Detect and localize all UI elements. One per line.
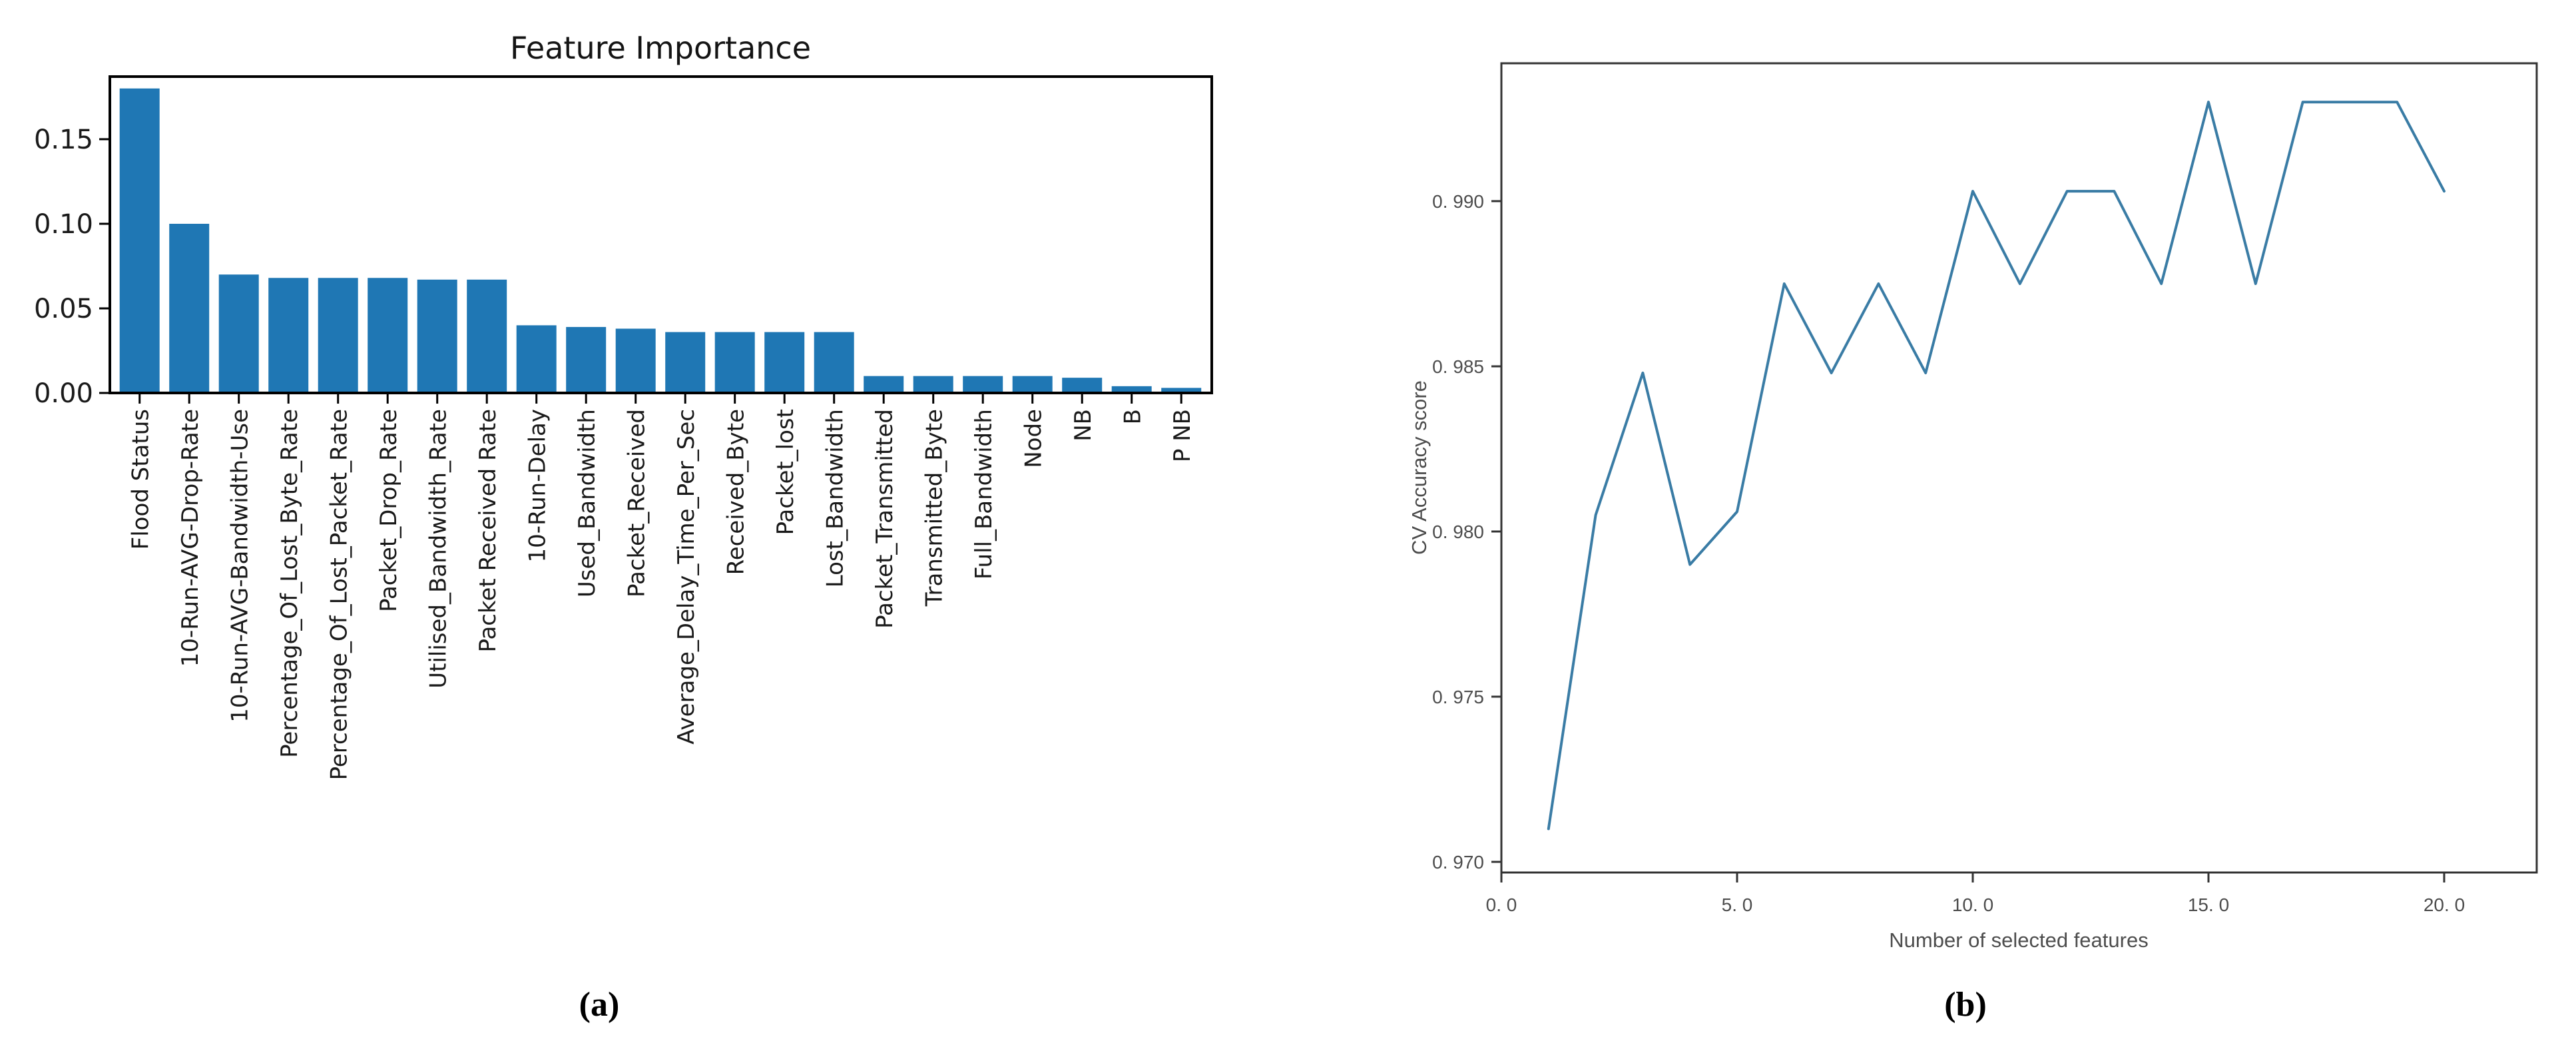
bar-x-axis: Flood Status 10-Run-AVG-Drop-Rate 10-Run-A… [128,393,1196,780]
bar-chart-title: Feature Importance [510,30,811,66]
bar [318,278,358,393]
y-tick-label: 0. 985 [1432,356,1484,377]
x-tick-label: Percentage_Of_Lost_Byte_Rate [276,409,303,758]
y-tick-label: 0.00 [34,378,93,409]
x-tick-label: P NB [1169,409,1196,462]
bar [814,332,854,393]
bar [368,278,408,393]
x-tick-label: 10-Run-Delay [525,409,551,563]
x-tick-label: Node [1021,409,1047,468]
x-tick-label: Average_Delay_Time_Per_Sec [673,409,700,745]
x-tick-label: 5. 0 [1722,894,1753,915]
x-tick-label: 0. 0 [1486,894,1517,915]
caption-b: (b) [1944,986,1987,1024]
bar [169,224,210,393]
x-tick-label: Full_Bandwidth [971,409,997,579]
line-chart-frame [1500,62,2538,874]
y-tick-label: 0. 990 [1432,191,1484,212]
bar-y-axis: 0.00 0.05 0.10 0.15 [34,125,110,409]
y-tick-label: 0.05 [34,294,93,324]
x-tick-label: NB [1070,409,1097,442]
accuracy-line-series [1547,101,2446,831]
y-tick-label: 0. 980 [1432,522,1484,542]
x-tick-label: Percentage_Of_Lost_Packet_Rate [326,409,353,780]
bar [963,376,1003,393]
bar [913,376,953,393]
line-chart-plot-area [1501,63,2537,873]
x-tick-label: 10-Run-AVG-Drop-Rate [177,409,204,667]
bar-series [119,88,1202,394]
x-tick-label: B [1120,409,1147,424]
y-tick-label: 0.10 [34,209,93,240]
y-tick-label: 0. 970 [1432,852,1484,873]
bar [864,376,904,393]
bar [714,332,755,393]
bar [268,278,309,393]
x-tick-label: Used_Bandwidth [574,409,601,597]
x-tick-label: Lost_Bandwidth [822,409,849,587]
bar [566,326,607,393]
bar [218,274,259,393]
y-tick-label: 0. 975 [1432,687,1484,707]
x-tick-label: Packet_lost [772,409,799,535]
bar [1062,378,1103,393]
line-chart-xlabel: Number of selected features [1889,928,2148,952]
bar [1111,386,1152,393]
x-tick-label: Received_Byte [723,409,750,575]
x-tick-label: Flood Status [128,409,154,549]
x-tick-label: Packet Received Rate [475,409,501,653]
line-chart-ylabel: CV Accuracy score [1408,380,1431,555]
x-tick-label: Packet_Drop_Rate [376,409,402,612]
bar [764,332,805,393]
bar [615,328,656,393]
x-tick-label: Packet_Transmitted [872,409,898,629]
bar [467,279,507,393]
x-tick-label: 20. 0 [2424,894,2465,915]
x-tick-label: Utilised_Bandwidth_Rate [425,409,452,689]
line-chart-panel: 0. 970 0. 975 0. 980 0. 985 0. 990 0. 0 5. 0 1… [1408,62,2538,952]
bar [1161,388,1202,393]
x-tick-label: 10. 0 [1952,894,1993,915]
x-tick-label: Packet_Received [624,409,650,597]
x-tick-label: Transmitted_Byte [921,409,948,607]
bar [119,88,160,394]
bar [417,279,457,393]
bar-chart-panel: 0.00 0.05 0.10 0.15 Flood Status 10-Run-AVG-… [34,30,1213,780]
caption-a: (a) [579,986,620,1024]
bar-chart-frame [109,75,1213,394]
line-y-axis: 0. 970 0. 975 0. 980 0. 985 0. 990 [1432,191,1501,873]
bar [665,332,706,393]
line-x-axis: 0. 0 5. 0 10. 0 15. 0 20. 0 [1486,873,2465,915]
bar [516,325,557,393]
x-tick-label: 10-Run-AVG-Bandwidth-Use [227,409,254,723]
x-tick-label: 15. 0 [2188,894,2229,915]
bar [1012,376,1053,393]
y-tick-label: 0.15 [34,125,93,155]
